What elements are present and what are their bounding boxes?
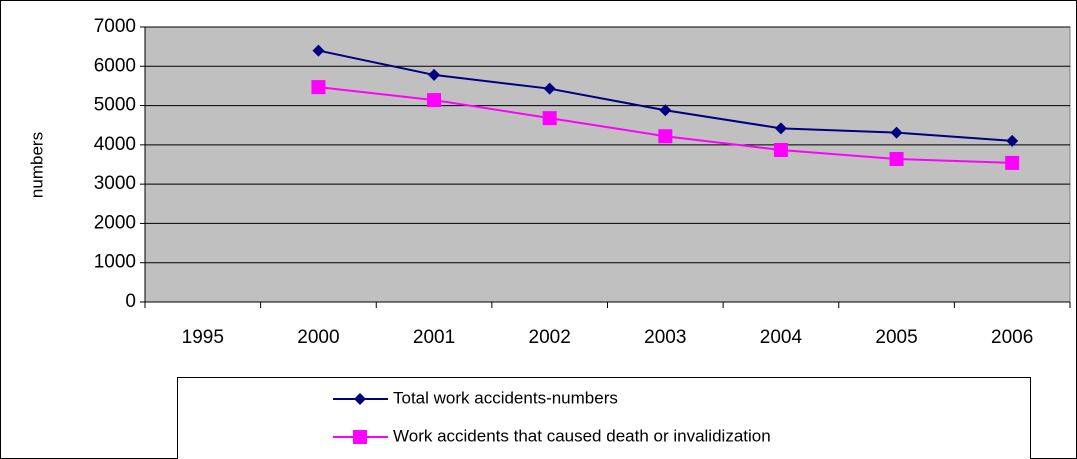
- marker: [773, 142, 788, 157]
- x-tick-label: 2000: [297, 327, 339, 348]
- y-tick-label: 4000: [94, 134, 136, 155]
- x-tick-label: 2004: [760, 327, 803, 348]
- marker: [312, 44, 325, 57]
- x-tick-label: 1995: [182, 327, 224, 348]
- marker: [889, 152, 904, 166]
- marker: [659, 104, 672, 117]
- marker: [658, 129, 673, 144]
- legend-label: Total work accidents-numbers: [393, 388, 618, 407]
- y-tick-label: 0: [125, 291, 136, 312]
- y-tick-label: 7000: [94, 16, 136, 37]
- marker: [428, 68, 441, 81]
- x-tick-label: 2003: [644, 327, 686, 348]
- y-tick-label: 6000: [94, 55, 136, 76]
- marker: [311, 80, 326, 95]
- legend-box: [177, 377, 1031, 459]
- y-axis-label: numbers: [27, 132, 46, 198]
- y-tick-label: 3000: [94, 173, 136, 194]
- marker: [542, 111, 557, 126]
- y-tick-label: 1000: [94, 252, 136, 273]
- marker: [1005, 155, 1020, 170]
- marker: [774, 122, 787, 135]
- x-tick-label: 2006: [991, 327, 1033, 348]
- x-tick-label: 2001: [413, 327, 455, 348]
- marker: [890, 126, 903, 139]
- plot-area: [144, 26, 1071, 303]
- marker: [1006, 134, 1019, 147]
- y-tick-label: 2000: [94, 212, 136, 233]
- legend-label: Work accidents that caused death or inva…: [393, 426, 771, 445]
- marker: [543, 82, 556, 95]
- x-tick-label: 2005: [875, 327, 917, 348]
- x-tick-label: 2002: [529, 327, 571, 348]
- marker: [354, 393, 366, 405]
- y-tick-label: 5000: [94, 95, 136, 116]
- marker: [427, 93, 442, 108]
- marker: [353, 430, 367, 444]
